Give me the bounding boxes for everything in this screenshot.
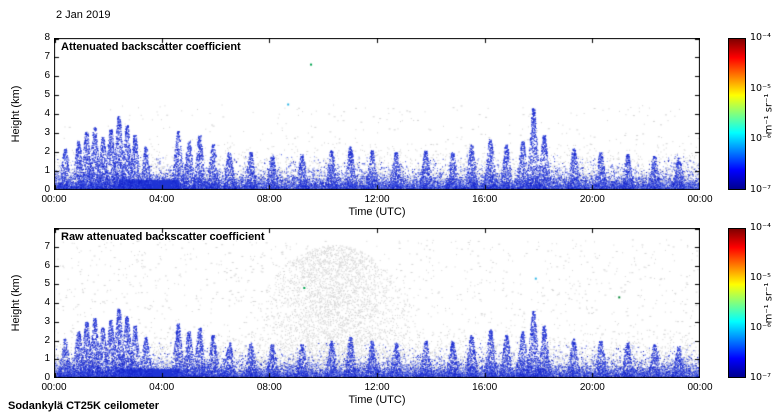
bottom-x-axis-label: Time (UTC) (348, 394, 406, 406)
bottom-y-tick-labels: 0 1 2 3 4 5 6 7 (30, 228, 50, 382)
y-tick-label: 6 (44, 259, 50, 271)
x-tick-label: 12:00 (364, 194, 390, 205)
x-tick-label: 00:00 (41, 382, 67, 393)
x-tick-label: 08:00 (256, 382, 282, 393)
y-tick-label: 8 (44, 32, 50, 43)
top-x-axis-label: Time (UTC) (348, 206, 406, 218)
y-tick-label: 4 (44, 297, 50, 308)
raw-attenuated-backscatter-heatmap (54, 228, 700, 378)
y-tick-label: 0 (44, 372, 50, 383)
bottom-panel: Raw attenuated backscatter coefficient (54, 228, 700, 378)
top-colorbar-unit-label: m⁻¹ sr⁻¹ (763, 93, 775, 135)
top-y-axis-label: Height (km) (10, 85, 22, 143)
x-tick-label: 04:00 (149, 194, 175, 205)
y-tick-label: 6 (44, 70, 50, 81)
y-tick-label: 7 (44, 240, 50, 252)
y-tick-label: 1 (44, 165, 50, 176)
colorbar-tick-label: 10⁻⁶ (750, 322, 771, 333)
colorbar-tick-label: 10⁻⁴ (750, 222, 771, 233)
bottom-colorbar-unit-label: m⁻¹ sr⁻¹ (763, 282, 775, 324)
top-panel-title: Attenuated backscatter coefficient (61, 41, 241, 53)
attenuated-backscatter-heatmap (54, 38, 700, 190)
colorbar-tick-label: 10⁻⁴ (750, 32, 771, 43)
top-colorbar (728, 38, 746, 190)
instrument-label: Sodankylä CT25K ceilometer (8, 400, 160, 412)
y-tick-label: 1 (44, 353, 50, 365)
y-tick-label: 5 (44, 89, 50, 100)
top-y-tick-labels: 0 1 2 3 4 5 6 7 8 (30, 33, 50, 195)
colorbar-tick-label: 10⁻⁷ (750, 372, 771, 383)
y-tick-label: 3 (44, 315, 50, 327)
x-tick-label: 00:00 (41, 194, 67, 205)
y-tick-label: 7 (44, 51, 50, 62)
y-tick-label: 0 (44, 184, 50, 195)
bottom-x-tick-labels: 00:00 04:00 08:00 12:00 16:00 20:00 00:00 (41, 381, 712, 395)
colorbar-tick-label: 10⁻⁷ (750, 184, 771, 195)
x-tick-label: 20:00 (579, 194, 605, 205)
x-tick-label: 00:00 (687, 194, 713, 205)
bottom-y-axis-label: Height (km) (10, 274, 22, 332)
top-x-tick-labels: 00:00 04:00 08:00 12:00 16:00 20:00 00:00 (41, 193, 712, 207)
top-panel: Attenuated backscatter coefficient (54, 38, 700, 190)
x-tick-label: 00:00 (687, 382, 713, 393)
x-tick-label: 12:00 (364, 382, 390, 393)
x-tick-label: 16:00 (472, 382, 498, 393)
bottom-panel-title: Raw attenuated backscatter coefficient (61, 231, 265, 243)
y-tick-label: 2 (44, 146, 50, 157)
y-tick-label: 4 (44, 108, 50, 119)
x-tick-label: 08:00 (256, 194, 282, 205)
y-tick-label: 2 (44, 334, 50, 346)
bottom-colorbar-tick-labels: 10⁻⁴ 10⁻⁵ 10⁻⁶ 10⁻⁷ (750, 223, 778, 383)
top-colorbar-tick-labels: 10⁻⁴ 10⁻⁵ 10⁻⁶ 10⁻⁷ (750, 33, 778, 195)
date-label: 2 Jan 2019 (56, 9, 111, 21)
y-tick-label: 5 (44, 278, 50, 290)
x-tick-label: 16:00 (472, 194, 498, 205)
colorbar-tick-label: 10⁻⁵ (750, 82, 771, 94)
colorbar-tick-label: 10⁻⁵ (750, 272, 771, 283)
x-tick-label: 04:00 (149, 382, 175, 393)
bottom-colorbar (728, 228, 746, 378)
y-tick-label: 3 (44, 127, 50, 138)
x-tick-label: 20:00 (579, 382, 605, 393)
colorbar-tick-label: 10⁻⁶ (750, 133, 771, 145)
